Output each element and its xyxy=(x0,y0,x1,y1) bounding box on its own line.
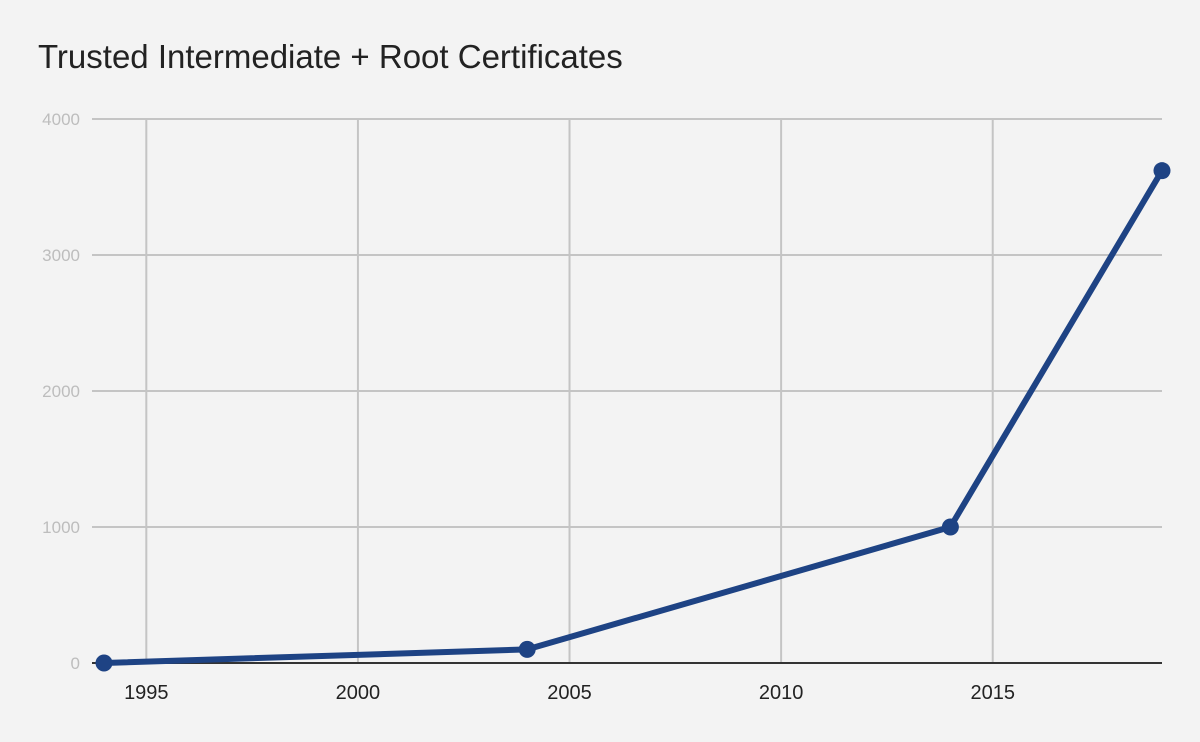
series-line xyxy=(101,167,1165,666)
y-tick-label: 3000 xyxy=(42,246,80,265)
y-tick-label: 2000 xyxy=(42,382,80,401)
grid-lines xyxy=(92,118,1162,663)
tick-labels: 0 1000 2000 3000 4000 1995 2000 2005 2010 2015 xyxy=(42,110,1015,704)
x-tick-label: 2000 xyxy=(336,682,381,704)
data-point xyxy=(95,654,113,672)
x-tick-label: 2005 xyxy=(547,682,592,704)
x-tick-label: 2015 xyxy=(970,682,1015,704)
x-tick-label: 2010 xyxy=(759,682,804,704)
data-series xyxy=(95,162,1171,672)
data-point xyxy=(941,518,959,536)
data-point xyxy=(518,640,536,658)
y-tick-label: 0 xyxy=(71,654,80,673)
y-tick-label: 4000 xyxy=(42,110,80,129)
data-point xyxy=(1153,162,1171,180)
y-tick-label: 1000 xyxy=(42,518,80,537)
chart-title: Trusted Intermediate + Root Certificates xyxy=(38,38,623,75)
x-tick-label: 1995 xyxy=(124,682,169,704)
